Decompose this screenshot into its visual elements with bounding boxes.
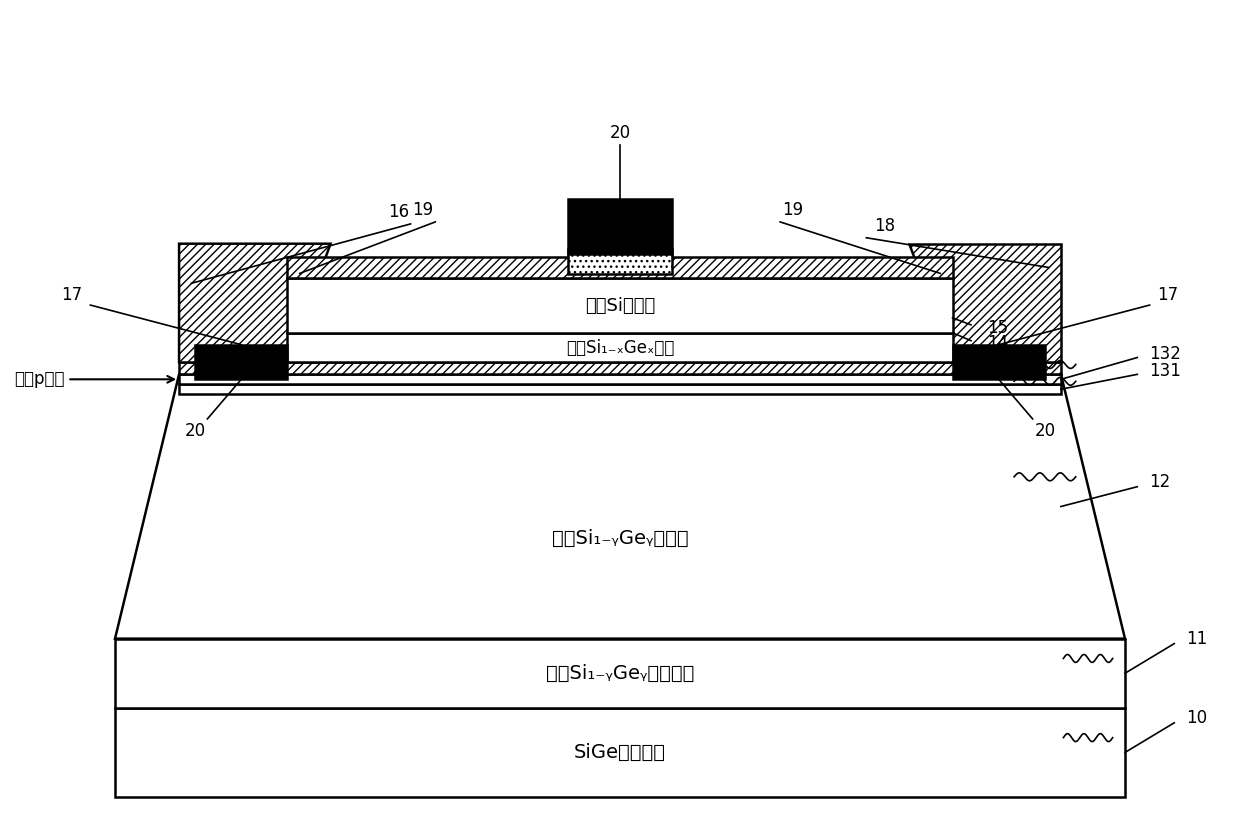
Text: 16: 16 [388,203,409,221]
Bar [195,345,288,379]
Text: 12: 12 [1149,473,1171,491]
Text: 20: 20 [609,124,631,142]
Bar [115,708,1125,797]
Text: 17: 17 [1157,286,1179,304]
Text: 弛豫Si₁₋ᵧGeᵧ集电区: 弛豫Si₁₋ᵧGeᵧ集电区 [552,529,688,548]
Text: 超结p型层: 超结p型层 [14,370,174,388]
Text: 15: 15 [987,319,1008,337]
Text: 11: 11 [1187,630,1208,648]
Text: 131: 131 [1149,362,1182,380]
Bar [179,363,1061,374]
Text: 19: 19 [413,201,434,219]
Text: 20: 20 [1034,422,1055,440]
Polygon shape [909,244,1061,363]
Text: 132: 132 [1149,345,1182,363]
Bar [288,278,952,333]
Bar [115,639,1125,708]
Bar [288,256,952,278]
Bar [568,249,672,274]
Bar [568,199,672,254]
Bar [179,384,1061,394]
Text: 10: 10 [1187,708,1208,726]
Bar [179,374,1061,384]
Bar [952,345,1045,379]
Text: 19: 19 [782,201,804,219]
Text: 18: 18 [874,217,895,235]
Text: 14: 14 [987,333,1008,351]
Polygon shape [115,374,1125,639]
Text: 弛豫Si₁₋ᵧGeᵧ次集电区: 弛豫Si₁₋ᵧGeᵧ次集电区 [546,663,694,683]
Bar [288,333,952,363]
Text: 17: 17 [61,286,83,304]
Polygon shape [179,244,331,363]
Text: 应变Si₁₋ₓGeₓ基区: 应变Si₁₋ₓGeₓ基区 [565,338,675,356]
Text: 应变Si发射区: 应变Si发射区 [585,296,655,314]
Text: SiGe虚拟衬底: SiGe虚拟衬底 [574,743,666,762]
Text: 20: 20 [185,422,206,440]
